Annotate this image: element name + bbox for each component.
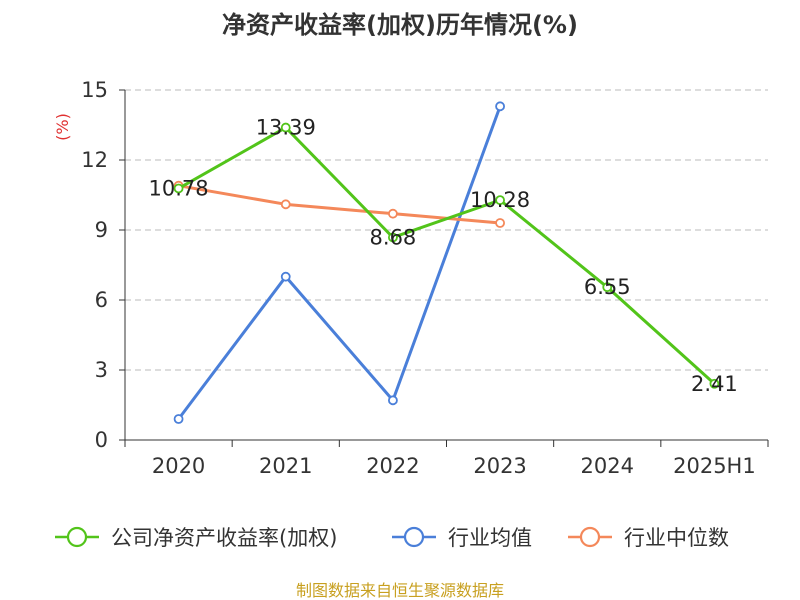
data-labels: 10.78 13.39 8.68 10.28 6.55 2.41: [149, 116, 738, 396]
legend-item-0[interactable]: 公司净资产收益率(加权): [55, 526, 337, 550]
data-point: [495, 218, 505, 228]
legend-circle-swatch: [579, 526, 601, 548]
data-point: [709, 378, 720, 389]
data-label: 13.39: [256, 116, 316, 140]
x-tick-label: 2020: [152, 454, 205, 478]
data-point: [173, 414, 184, 424]
data-point: [280, 199, 291, 210]
series-lines: [173, 101, 720, 424]
y-tick-label: 0: [95, 428, 108, 452]
data-point: [388, 232, 398, 243]
y-tick-label: 15: [81, 78, 108, 102]
legend-item-2[interactable]: 行业中位数: [568, 526, 729, 550]
series-line-1: [177, 105, 502, 420]
data-point: [280, 271, 291, 282]
data-point: [602, 282, 613, 293]
legend-circle-swatch: [66, 526, 88, 548]
data-point: [388, 208, 398, 219]
data-label: 10.78: [149, 176, 209, 200]
legend-circle-swatch: [403, 526, 425, 548]
data-label: 8.68: [370, 225, 417, 249]
x-tick-label: 2021: [259, 454, 312, 478]
y-axis-unit-label: (%): [53, 113, 72, 141]
legend-label: 公司净资产收益率(加权): [111, 526, 337, 550]
chart-title: 净资产收益率(加权)历年情况(%): [222, 11, 578, 39]
legend: 公司净资产收益率(加权) 行业均值 行业中位数: [55, 526, 729, 550]
axes: 0 3 6 9 12 15 2020 2021 2022 2023 2024 2025H1: [81, 78, 769, 478]
x-tick-label: 2024: [581, 454, 634, 478]
data-point: [495, 195, 505, 206]
x-tick-label: 2022: [366, 454, 419, 478]
legend-label: 行业均值: [448, 526, 532, 550]
series-line-0: [177, 126, 716, 385]
x-tick-label: 2023: [473, 454, 526, 478]
y-tick-label: 6: [95, 288, 108, 312]
legend-item-1[interactable]: 行业均值: [392, 526, 532, 550]
y-tick-label: 3: [95, 358, 108, 382]
data-label: 2.41: [691, 372, 738, 396]
y-tick-label: 9: [95, 218, 108, 242]
data-point: [495, 101, 505, 112]
data-point: [388, 395, 398, 406]
data-point: [280, 122, 291, 133]
data-point: [173, 183, 184, 194]
grid-lines: [125, 89, 768, 371]
source-note: 制图数据来自恒生聚源数据库: [296, 581, 504, 600]
y-tick-label: 12: [81, 148, 108, 172]
legend-label: 行业中位数: [624, 526, 729, 550]
data-label: 6.55: [584, 275, 631, 299]
x-tick-label: 2025H1: [673, 454, 756, 478]
data-label: 10.28: [470, 188, 530, 212]
